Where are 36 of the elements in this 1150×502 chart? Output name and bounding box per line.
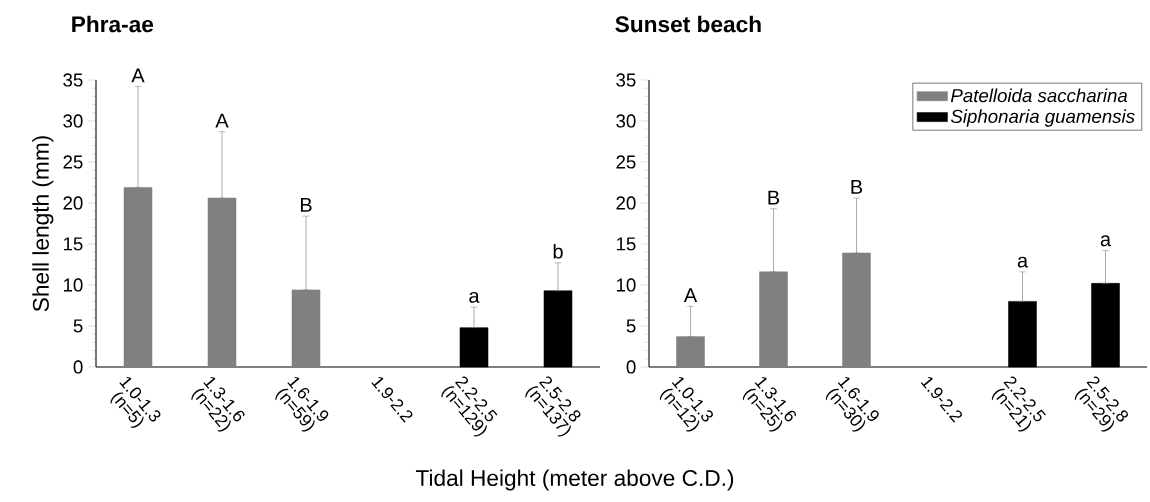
annotation: a bbox=[469, 291, 480, 303]
chart-title: Phra-ae bbox=[72, 15, 154, 33]
y-tick-label: 5 bbox=[73, 319, 83, 333]
legend-label: Patelloida saccharina bbox=[950, 88, 1128, 103]
annotation: B bbox=[768, 190, 780, 205]
y-tick-label: 10 bbox=[63, 278, 83, 292]
annotation: A bbox=[215, 113, 229, 128]
annotation: b bbox=[553, 243, 563, 259]
y-tick-label: 20 bbox=[63, 196, 83, 210]
x-axis-title: Tidal Height (meter above C.D.) bbox=[415, 469, 734, 491]
chart-title: Sunset beach bbox=[615, 15, 761, 33]
y-tick-label: 5 bbox=[626, 319, 636, 333]
annotation: B bbox=[851, 180, 863, 194]
y-tick-label: 25 bbox=[616, 155, 636, 169]
bar bbox=[207, 197, 237, 368]
y-tick-label: 30 bbox=[63, 114, 83, 128]
bar bbox=[842, 252, 871, 368]
y-tick-label: 20 bbox=[616, 196, 636, 210]
y-tick-label: 30 bbox=[616, 114, 636, 128]
y-axis-title: Shell length (mm) bbox=[32, 136, 54, 312]
bar bbox=[759, 271, 788, 368]
y-tick-label: 15 bbox=[616, 237, 636, 251]
annotation: B bbox=[300, 198, 312, 212]
bar bbox=[291, 289, 321, 368]
annotation: a bbox=[1017, 256, 1029, 268]
y-tick-label: 15 bbox=[63, 237, 83, 251]
legend-label: Siphonaria guamensis bbox=[950, 109, 1135, 127]
annotation: a bbox=[1100, 235, 1112, 247]
y-tick-label: 0 bbox=[73, 360, 83, 374]
y-tick-label: 25 bbox=[63, 155, 83, 169]
annotation: A bbox=[131, 68, 145, 83]
y-tick-label: 35 bbox=[63, 73, 83, 87]
y-tick-label: 10 bbox=[616, 278, 636, 292]
y-tick-label: 35 bbox=[616, 73, 636, 87]
annotation: A bbox=[683, 288, 698, 303]
y-tick-label: 0 bbox=[626, 360, 636, 374]
